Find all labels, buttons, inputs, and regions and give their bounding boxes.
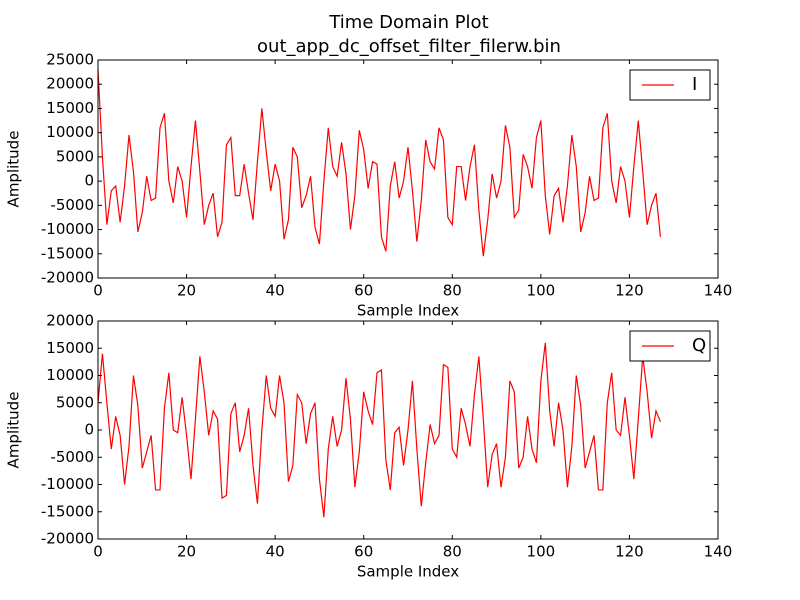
y-axis-label: Amplitude: [5, 392, 23, 469]
x-tick-label: 0: [93, 543, 103, 561]
y-tick-label: -20000: [41, 530, 94, 548]
x-axis-label: Sample Index: [357, 563, 459, 581]
x-tick-label: 20: [177, 543, 196, 561]
x-tick-label: 120: [615, 282, 644, 300]
y-tick-label: 15000: [46, 339, 94, 357]
y-tick-label: -15000: [41, 502, 94, 520]
y-tick-label: -5000: [50, 196, 94, 214]
chart-subtitle: out_app_dc_offset_filter_filerw.bin: [257, 36, 561, 57]
y-tick-label: 5000: [56, 147, 94, 165]
x-tick-label: 120: [615, 543, 644, 561]
x-axis-label: Sample Index: [357, 302, 459, 320]
x-tick-label: 100: [527, 543, 556, 561]
y-tick-label: 20000: [46, 312, 94, 330]
y-tick-label: -5000: [50, 448, 94, 466]
y-tick-label: 0: [84, 421, 94, 439]
y-tick-label: 20000: [46, 75, 94, 93]
x-tick-label: 80: [443, 282, 462, 300]
x-tick-label: 80: [443, 543, 462, 561]
y-tick-label: -20000: [41, 269, 94, 287]
x-tick-label: 60: [354, 543, 373, 561]
data-line: [97, 342, 661, 518]
y-tick-label: -10000: [41, 475, 94, 493]
axes-frame: [97, 59, 719, 279]
legend-label: Q: [692, 335, 706, 356]
legend-label: I: [692, 74, 697, 95]
data-line: [97, 69, 662, 257]
y-tick-label: -15000: [41, 244, 94, 262]
x-tick-label: 100: [527, 282, 556, 300]
y-tick-label: 15000: [46, 99, 94, 117]
x-tick-label: 140: [704, 282, 733, 300]
y-tick-label: 5000: [56, 393, 94, 411]
x-tick-label: 40: [266, 543, 285, 561]
y-tick-label: 10000: [46, 123, 94, 141]
x-tick-label: 40: [266, 282, 285, 300]
x-tick-label: 20: [177, 282, 196, 300]
y-tick-label: 0: [84, 172, 94, 190]
y-axis-label: Amplitude: [5, 131, 23, 208]
y-tick-label: 25000: [46, 51, 94, 69]
chart-title: Time Domain Plot: [328, 12, 488, 33]
plot-area: [98, 60, 718, 278]
x-tick-label: 140: [704, 543, 733, 561]
x-tick-label: 60: [354, 282, 373, 300]
x-tick-label: 0: [93, 282, 103, 300]
y-tick-label: 10000: [46, 366, 94, 384]
y-tick-label: -10000: [41, 220, 94, 238]
